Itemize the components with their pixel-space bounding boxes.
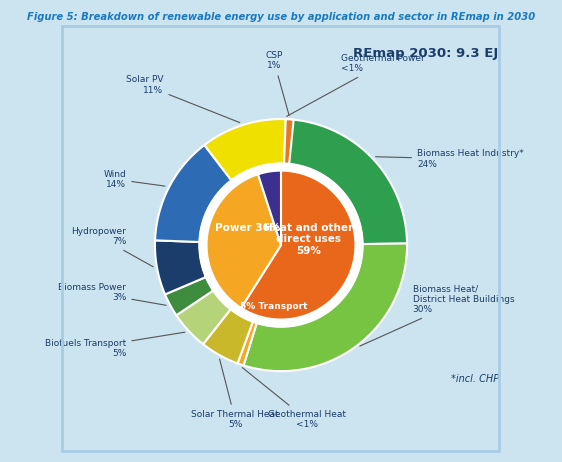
Text: 5% Transport: 5% Transport	[240, 302, 307, 311]
Circle shape	[200, 164, 362, 327]
Text: Hydropower
7%: Hydropower 7%	[71, 227, 153, 267]
Polygon shape	[258, 170, 281, 245]
Polygon shape	[206, 174, 281, 308]
Polygon shape	[285, 119, 407, 244]
Text: *incl. CHP: *incl. CHP	[451, 374, 498, 384]
Text: CSP
1%: CSP 1%	[265, 51, 289, 115]
Text: Geothermal Heat
<1%: Geothermal Heat <1%	[242, 368, 346, 429]
Text: Power 36%: Power 36%	[215, 223, 281, 233]
Text: Solar Thermal Heat
5%: Solar Thermal Heat 5%	[191, 359, 279, 429]
Text: Biomass Heat/
District Heat Buildings
30%: Biomass Heat/ District Heat Buildings 30…	[360, 285, 514, 346]
Text: REmap 2030: 9.3 EJ: REmap 2030: 9.3 EJ	[353, 48, 498, 61]
Polygon shape	[165, 277, 213, 315]
Text: Biomass Power
3%: Biomass Power 3%	[58, 283, 166, 305]
Text: Geothermal Power
<1%: Geothermal Power <1%	[287, 54, 425, 116]
Polygon shape	[176, 291, 230, 344]
Polygon shape	[155, 145, 232, 242]
Polygon shape	[238, 322, 257, 365]
Text: Biomass Heat Industry*
24%: Biomass Heat Industry* 24%	[375, 150, 524, 169]
Polygon shape	[281, 119, 287, 164]
Text: Heat and other
direct uses
59%: Heat and other direct uses 59%	[264, 223, 353, 256]
Polygon shape	[241, 170, 356, 320]
Polygon shape	[203, 309, 253, 364]
Text: Figure 5: Breakdown of renewable energy use by application and sector in REmap i: Figure 5: Breakdown of renewable energy …	[27, 12, 535, 22]
Polygon shape	[241, 170, 356, 320]
Polygon shape	[205, 119, 285, 180]
Polygon shape	[258, 170, 281, 245]
Text: Solar PV
11%: Solar PV 11%	[126, 75, 240, 122]
Polygon shape	[155, 240, 206, 294]
Polygon shape	[284, 119, 294, 164]
Polygon shape	[206, 174, 281, 308]
Text: Wind
14%: Wind 14%	[103, 170, 165, 189]
Polygon shape	[243, 243, 407, 371]
Text: Biofuels Transport
5%: Biofuels Transport 5%	[45, 332, 185, 358]
